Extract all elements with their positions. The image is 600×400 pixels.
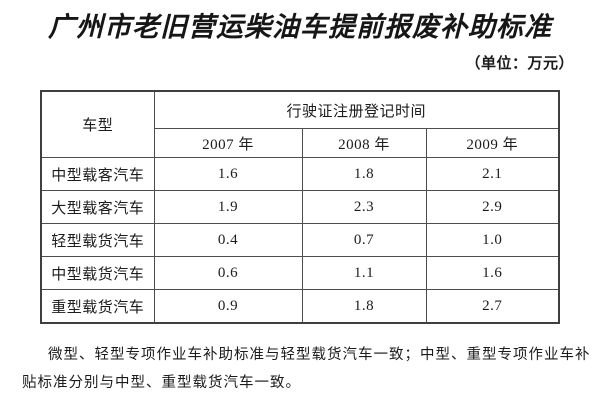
table-row: 重型载货汽车 0.9 1.8 2.7 bbox=[40, 289, 560, 324]
table-year-header-row: 2007 年 2008 年 2009 年 bbox=[41, 128, 560, 158]
registration-time-header-cell: 行驶证注册登记时间 bbox=[153, 90, 560, 129]
year-header-2007: 2007 年 bbox=[153, 128, 303, 158]
page-title: 广州市老旧营运柴油车提前报废补助标准 bbox=[48, 12, 552, 42]
subsidy-value-cell: 1.8 bbox=[301, 157, 427, 191]
subsidy-value-cell: 0.9 bbox=[153, 289, 303, 324]
subsidy-table: 车型 行驶证注册登记时间 2007 年 2008 年 2009 年 中型载客汽车… bbox=[40, 90, 561, 324]
footnote-line-1: 微型、轻型专项作业车补助标准与轻型载货汽车一致；中型、重型专项作业车补 bbox=[48, 347, 591, 363]
table-row: 大型载客汽车 1.9 2.3 2.9 bbox=[40, 190, 560, 224]
subsidy-value-cell: 1.8 bbox=[301, 289, 427, 324]
table-row: 中型载客汽车 1.6 1.8 2.1 bbox=[40, 157, 560, 191]
vehicle-type-cell: 大型载客汽车 bbox=[40, 190, 155, 224]
subsidy-value-cell: 1.6 bbox=[153, 157, 303, 191]
subsidy-value-cell: 2.9 bbox=[425, 190, 560, 224]
subsidy-value-cell: 2.7 bbox=[425, 289, 560, 324]
vehicle-type-cell: 轻型载货汽车 bbox=[40, 223, 155, 257]
year-header-2009: 2009 年 bbox=[425, 128, 560, 158]
subsidy-value-cell: 1.9 bbox=[153, 190, 303, 224]
subsidy-value-cell: 0.4 bbox=[153, 223, 303, 257]
vehicle-type-header-cell: 车型 bbox=[40, 90, 155, 158]
subsidy-value-cell: 1.1 bbox=[301, 256, 427, 290]
subsidy-value-cell: 2.3 bbox=[301, 190, 427, 224]
vehicle-type-cell: 中型载客汽车 bbox=[40, 157, 155, 191]
table-row: 中型载货汽车 0.6 1.1 1.6 bbox=[40, 256, 560, 290]
footnote: 微型、轻型专项作业车补助标准与轻型载货汽车一致；中型、重型专项作业车补 贴标准分… bbox=[22, 341, 591, 397]
footnote-line-2: 贴标准分别与中型、重型载货汽车一致。 bbox=[22, 375, 301, 391]
vehicle-type-cell: 中型载货汽车 bbox=[40, 256, 155, 290]
subsidy-value-cell: 1.6 bbox=[425, 256, 560, 290]
year-header-2008: 2008 年 bbox=[301, 128, 427, 158]
table-header-row: 车型 行驶证注册登记时间 bbox=[40, 90, 560, 158]
subsidy-value-cell: 0.7 bbox=[301, 223, 427, 257]
subsidy-value-cell: 1.0 bbox=[425, 223, 560, 257]
unit-note: （单位：万元） bbox=[465, 55, 574, 72]
subsidy-value-cell: 2.1 bbox=[425, 157, 560, 191]
subsidy-value-cell: 0.6 bbox=[153, 256, 303, 290]
vehicle-type-cell: 重型载货汽车 bbox=[40, 289, 155, 324]
table-row: 轻型载货汽车 0.4 0.7 1.0 bbox=[40, 223, 560, 257]
